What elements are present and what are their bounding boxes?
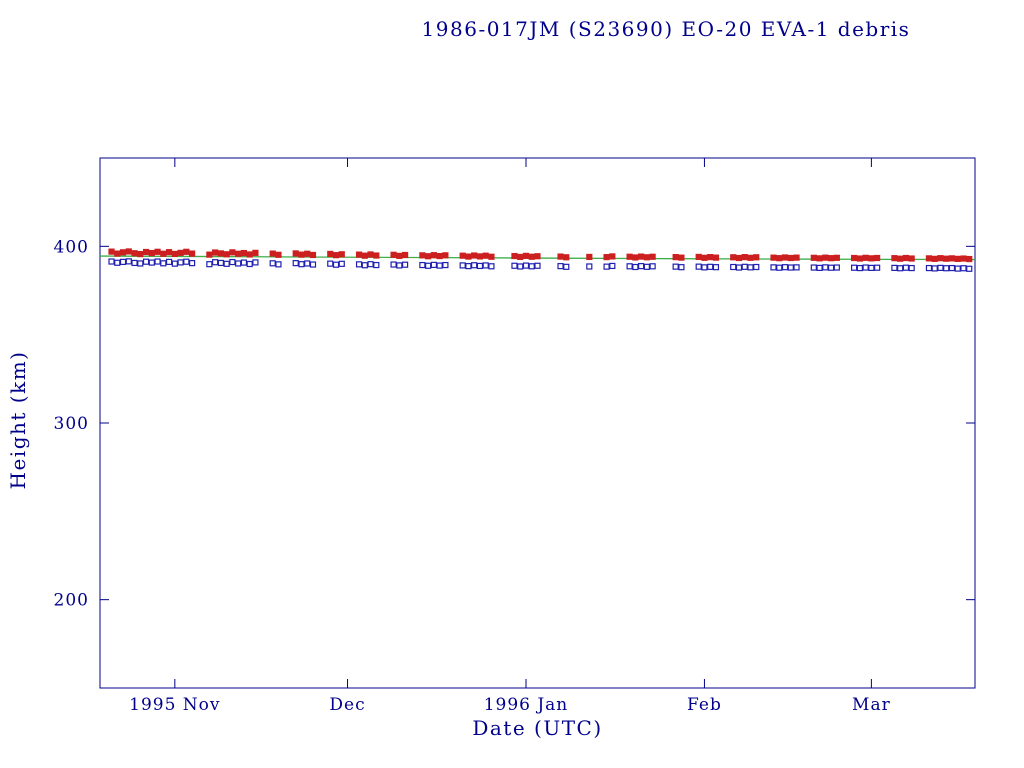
x-tick-label: Feb	[687, 695, 722, 715]
y-tick-label: 200	[54, 591, 89, 611]
plot-frame	[99, 157, 976, 689]
y-axis-ticks: 200 300 400	[54, 237, 975, 611]
y-tick-label: 400	[54, 237, 89, 257]
apogee-height-points	[108, 248, 973, 263]
x-tick-label: 1995 Nov	[129, 695, 220, 715]
x-tick-label: Mar	[852, 695, 891, 715]
x-axis-label: Date (UTC)	[472, 716, 603, 740]
x-tick-label: Dec	[329, 695, 365, 715]
x-axis-ticks: 1995 Nov Dec 1996 Jan Feb Mar	[129, 158, 891, 715]
perigee-height-points	[108, 258, 973, 272]
chart-title: 1986-017JM (S23690) EO-20 EVA-1 debris	[421, 17, 911, 41]
y-tick-label: 300	[54, 414, 89, 434]
x-tick-label: 1996 Jan	[484, 695, 569, 715]
